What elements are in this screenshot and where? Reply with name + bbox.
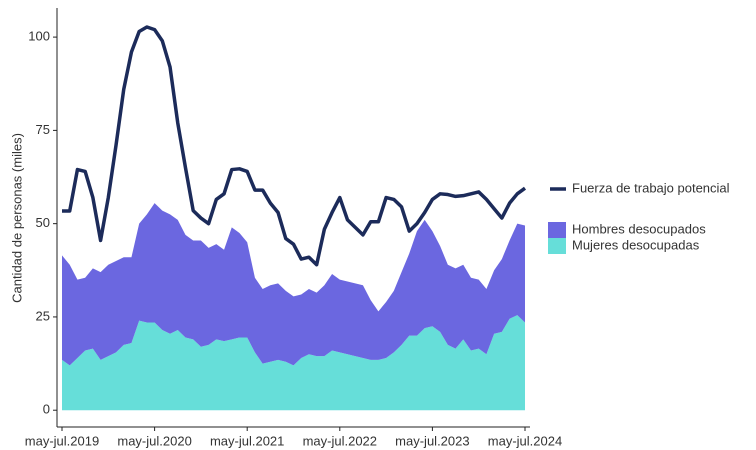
x-tick-label: may-jul.2023 xyxy=(395,433,469,448)
legend-label: Mujeres desocupadas xyxy=(572,237,700,252)
legend-swatch xyxy=(548,238,566,254)
legend-label: Hombres desocupados xyxy=(572,221,706,236)
y-tick-label: 25 xyxy=(36,308,50,323)
legend-swatch xyxy=(548,222,566,238)
area xyxy=(62,203,525,366)
x-tick-label: may-jul.2019 xyxy=(25,433,99,448)
y-tick-label: 75 xyxy=(36,122,50,137)
y-tick-label: 100 xyxy=(28,29,50,44)
x-tick-label: may-jul.2021 xyxy=(210,433,284,448)
legend-label: Fuerza de trabajo potencial xyxy=(572,180,730,195)
area xyxy=(62,315,525,411)
x-tick-label: may-jul.2020 xyxy=(117,433,191,448)
x-tick-label: may-jul.2024 xyxy=(488,433,562,448)
y-axis-label: Cantidad de personas (miles) xyxy=(9,133,24,303)
y-tick-label: 0 xyxy=(43,402,50,417)
y-tick-label: 50 xyxy=(36,215,50,230)
line xyxy=(62,25,527,267)
x-tick-label: may-jul.2022 xyxy=(303,433,377,448)
